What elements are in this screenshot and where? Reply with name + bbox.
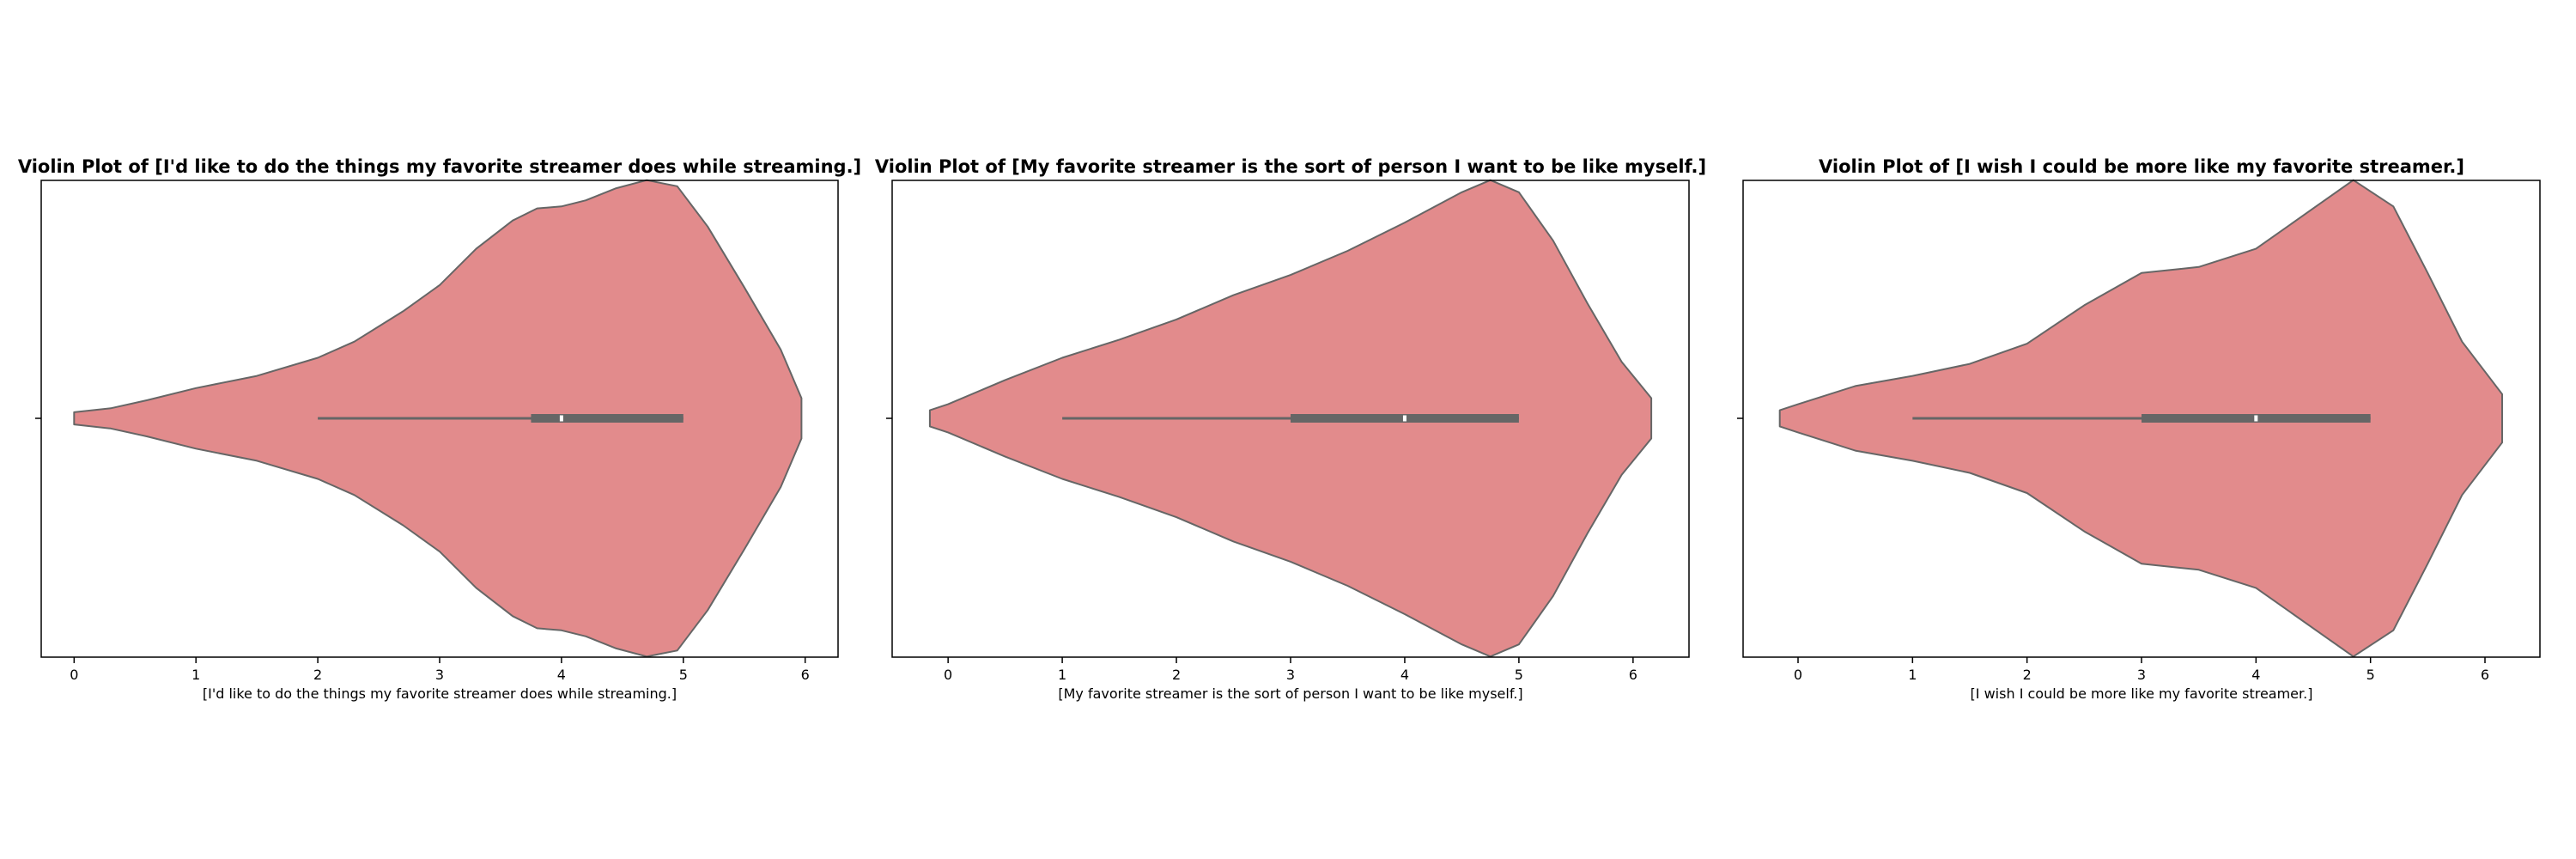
x-tick-label: 6 — [801, 667, 810, 683]
x-tick-label: 4 — [1400, 667, 1409, 683]
chart-panel-1: Violin Plot of [I'd like to do the thing… — [18, 156, 861, 702]
chart-title: Violin Plot of [I wish I could be more l… — [1819, 156, 2464, 177]
x-tick-label: 0 — [944, 667, 952, 683]
x-tick-label: 3 — [2137, 667, 2146, 683]
x-tick-label: 1 — [1058, 667, 1066, 683]
iqr-box — [531, 414, 683, 423]
x-tick-label: 4 — [2251, 667, 2260, 683]
median-marker — [559, 415, 563, 422]
x-tick-label: 3 — [435, 667, 444, 683]
chart-panel-2: Violin Plot of [My favorite streamer is … — [875, 156, 1706, 702]
x-tick-label: 4 — [557, 667, 566, 683]
x-axis-label: [I wish I could be more like my favorite… — [1971, 685, 2313, 702]
x-axis-label: [I'd like to do the things my favorite s… — [203, 685, 677, 702]
x-tick-label: 2 — [313, 667, 322, 683]
x-tick-label: 5 — [679, 667, 688, 683]
x-tick-label: 5 — [1515, 667, 1523, 683]
median-marker — [2254, 415, 2258, 422]
x-tick-label: 5 — [2366, 667, 2375, 683]
x-tick-label: 1 — [191, 667, 200, 683]
x-tick-label: 6 — [2481, 667, 2489, 683]
x-tick-label: 0 — [1794, 667, 1802, 683]
chart-title: Violin Plot of [My favorite streamer is … — [875, 156, 1706, 177]
chart-panel-3: Violin Plot of [I wish I could be more l… — [1737, 156, 2541, 702]
x-tick-label: 1 — [1908, 667, 1917, 683]
chart-title: Violin Plot of [I'd like to do the thing… — [18, 156, 861, 177]
median-marker — [1402, 415, 1406, 422]
x-tick-label: 0 — [70, 667, 78, 683]
x-tick-label: 2 — [2023, 667, 2032, 683]
x-tick-label: 3 — [1286, 667, 1295, 683]
x-tick-label: 6 — [1629, 667, 1637, 683]
x-axis-label: [My favorite streamer is the sort of per… — [1058, 685, 1522, 702]
x-tick-label: 2 — [1172, 667, 1181, 683]
